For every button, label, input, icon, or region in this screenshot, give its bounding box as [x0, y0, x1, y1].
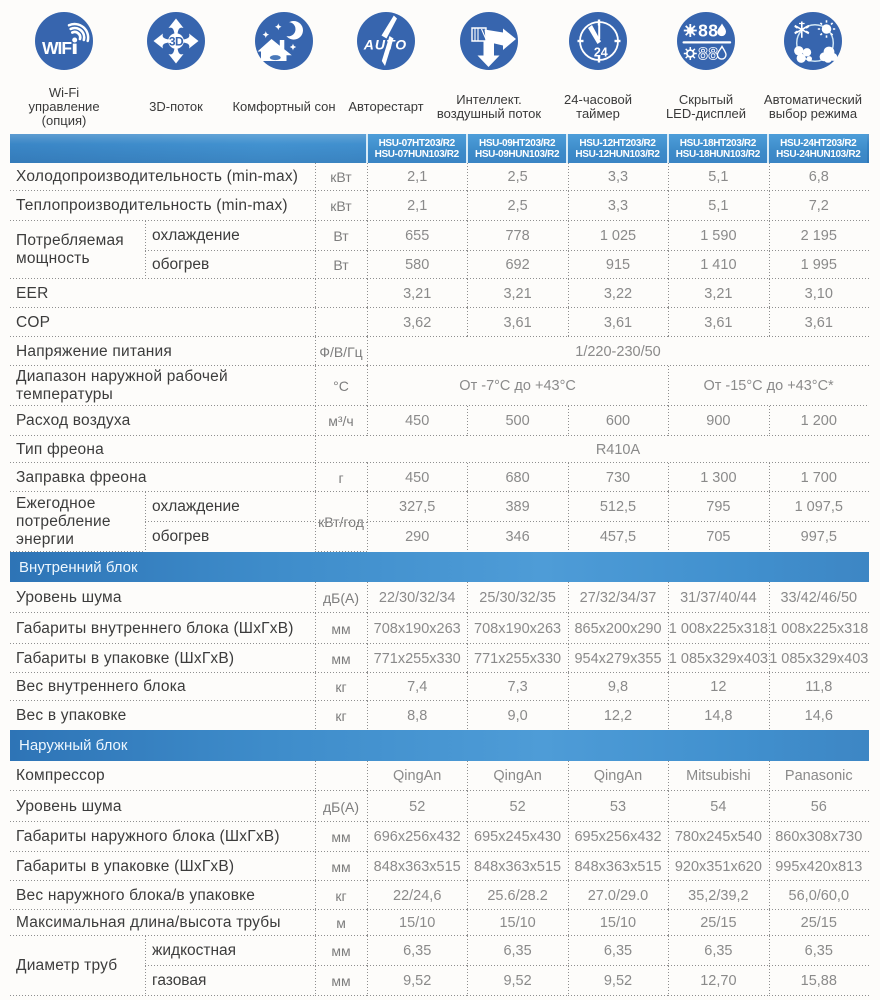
svg-text:88: 88 [698, 44, 718, 64]
svg-text:AUTO: AUTO [363, 37, 407, 53]
svg-text:24: 24 [594, 46, 608, 60]
svg-text:3D: 3D [169, 34, 184, 48]
svg-text:WIF: WIF [42, 38, 72, 58]
svg-text:88: 88 [698, 21, 718, 41]
